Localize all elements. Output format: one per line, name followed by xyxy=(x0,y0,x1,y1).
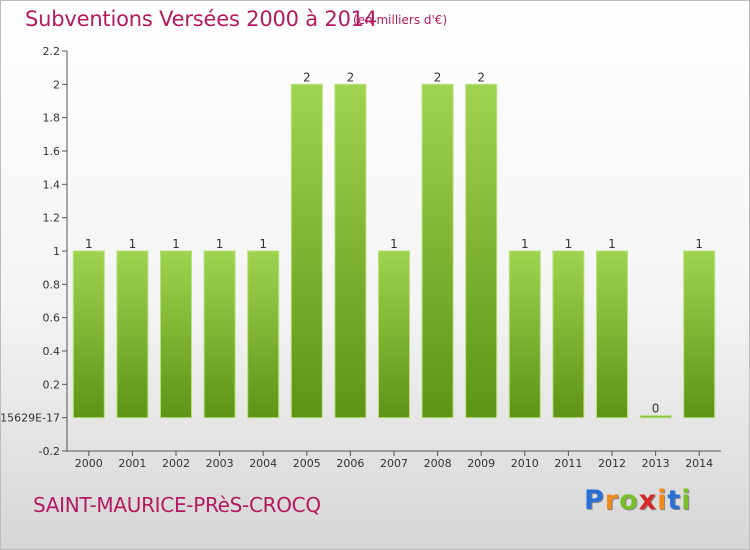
y-tick-label: 2 xyxy=(53,78,60,91)
x-tick-label: 2009 xyxy=(467,457,495,470)
brand-letter: x xyxy=(638,485,658,516)
bar xyxy=(596,250,628,419)
chart-title: Subventions Versées 2000 à 2014 xyxy=(25,7,378,31)
data-label: 1 xyxy=(259,237,267,251)
data-label: 1 xyxy=(172,237,180,251)
bar xyxy=(116,250,149,419)
bar xyxy=(421,83,454,419)
data-label: 1 xyxy=(565,237,573,251)
y-tick-label: 0.6 xyxy=(43,312,61,325)
y-tick-label: 1.2 xyxy=(43,212,61,225)
bar xyxy=(508,250,541,419)
bar xyxy=(72,250,105,419)
y-tick-label: 1.8 xyxy=(43,112,61,125)
bar xyxy=(247,250,280,419)
data-label: 2 xyxy=(347,70,355,84)
y-tick-label: -0.2 xyxy=(39,445,60,458)
brand-logo: Proxiti xyxy=(584,485,692,516)
y-tick-label: 1 xyxy=(53,245,60,258)
x-tick-label: 2005 xyxy=(293,457,321,470)
data-label: 2 xyxy=(477,70,485,84)
x-tick-label: 2011 xyxy=(554,457,582,470)
y-tick-label: -1.15629E-17 xyxy=(1,412,60,425)
data-label: 1 xyxy=(521,237,529,251)
bar xyxy=(160,250,192,419)
brand-letter: i xyxy=(681,485,692,516)
x-tick-label: 2012 xyxy=(598,457,626,470)
data-label: 0 xyxy=(652,402,660,416)
y-tick-label: 0.2 xyxy=(43,378,61,391)
data-label: 2 xyxy=(434,70,442,84)
data-label: 2 xyxy=(303,70,311,84)
data-label: 1 xyxy=(608,237,616,251)
commune-name: SAINT-MAURICE-PRèS-CROCQ xyxy=(33,493,321,517)
x-tick-label: 2007 xyxy=(380,457,408,470)
bar xyxy=(552,250,585,419)
x-tick-label: 2002 xyxy=(162,457,190,470)
brand-letter: r xyxy=(604,485,620,516)
chart-subtitle: (en milliers d'€) xyxy=(353,13,448,27)
x-tick-label: 2014 xyxy=(685,457,713,470)
x-tick-label: 2003 xyxy=(206,457,234,470)
bar xyxy=(683,250,716,419)
x-tick-label: 2004 xyxy=(249,457,277,470)
brand-letter: P xyxy=(584,485,605,516)
y-tick-label: 0.8 xyxy=(43,278,61,291)
bar xyxy=(290,83,323,419)
bar xyxy=(465,83,498,419)
x-tick-label: 2008 xyxy=(424,457,452,470)
y-tick-label: 1.6 xyxy=(43,145,61,158)
data-label: 1 xyxy=(390,237,398,251)
data-label: 1 xyxy=(216,237,224,251)
brand-letter: i xyxy=(657,485,668,516)
y-tick-label: 2.2 xyxy=(43,45,61,58)
bar xyxy=(334,83,367,419)
brand-letter: t xyxy=(667,485,682,516)
data-label: 1 xyxy=(129,237,137,251)
y-tick-label: 1.4 xyxy=(43,178,61,191)
x-tick-label: 2001 xyxy=(118,457,146,470)
x-tick-label: 2000 xyxy=(75,457,103,470)
data-label: 1 xyxy=(85,237,93,251)
y-tick-label: 0.4 xyxy=(43,345,61,358)
x-tick-label: 2006 xyxy=(336,457,364,470)
brand-letter: o xyxy=(619,485,639,516)
x-tick-label: 2013 xyxy=(642,457,670,470)
bar xyxy=(203,250,236,419)
bar xyxy=(378,250,410,419)
bar xyxy=(639,415,672,419)
x-tick-label: 2010 xyxy=(511,457,539,470)
data-label: 1 xyxy=(695,237,703,251)
